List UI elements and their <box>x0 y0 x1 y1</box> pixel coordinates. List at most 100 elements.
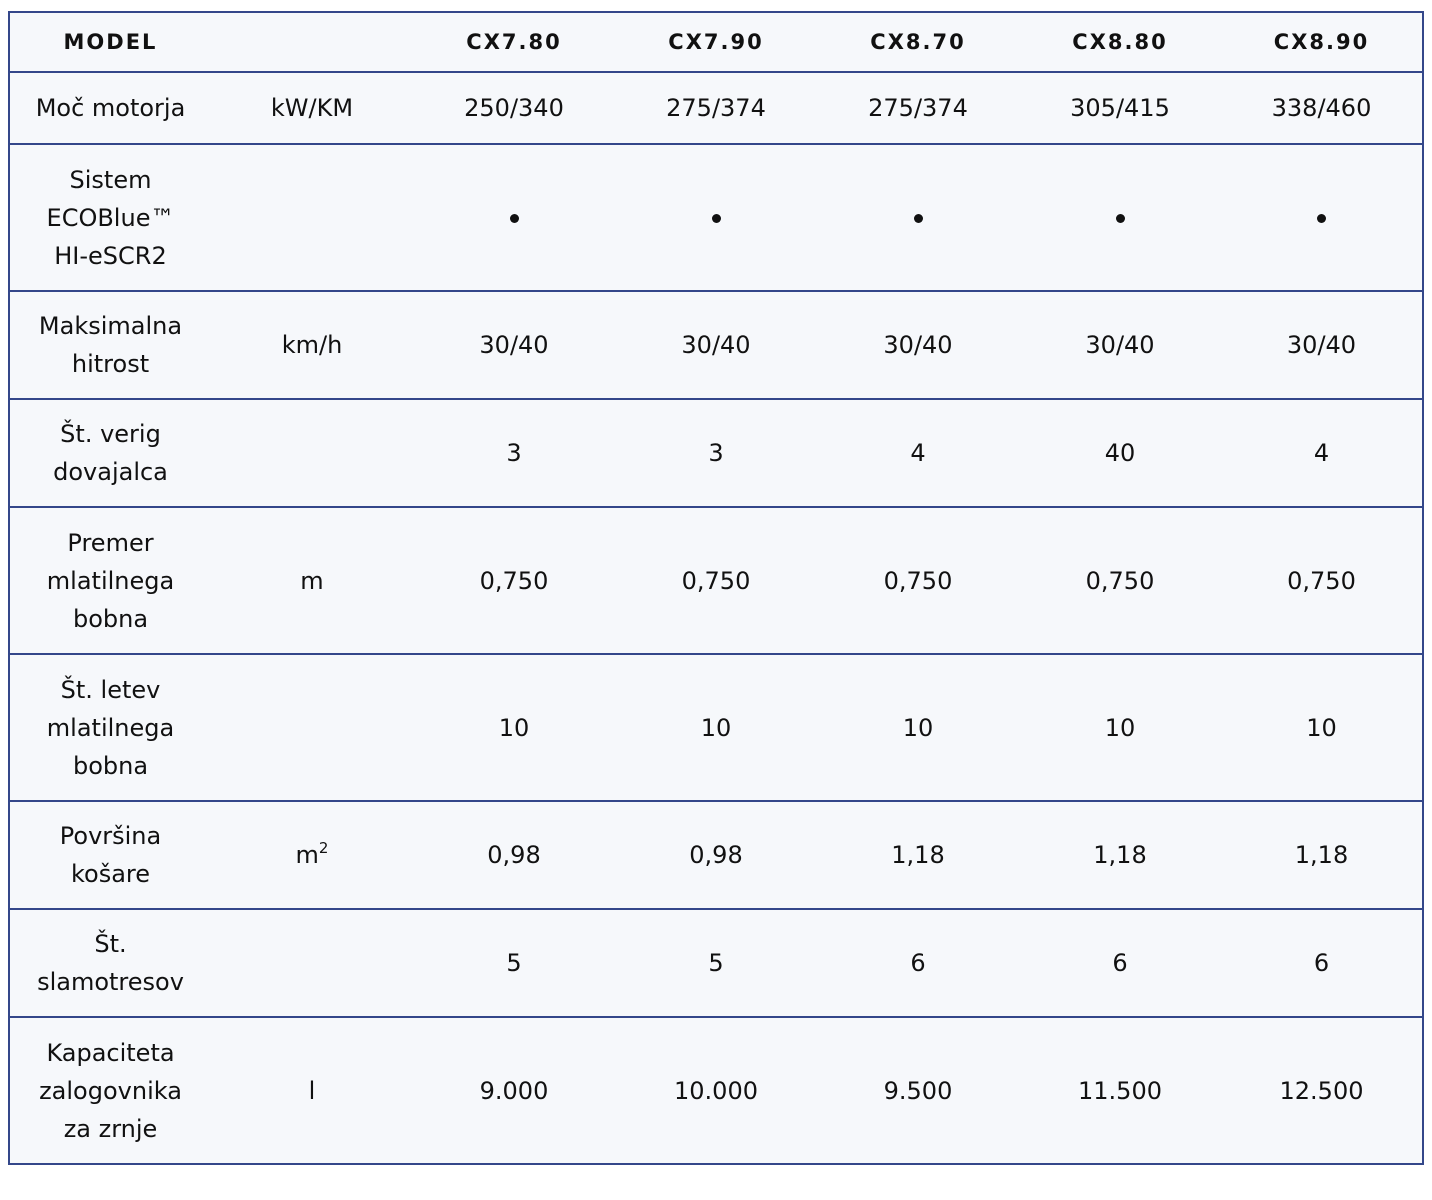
table-cell: 338/460 <box>1221 71 1424 145</box>
table-cell <box>615 143 817 292</box>
table-row: Št. verig dovajalca 3 3 4 40 4 <box>8 398 1424 508</box>
row-unit: l <box>211 1016 413 1165</box>
table-cell: 6 <box>1019 908 1221 1018</box>
row-label: Št. letev mlatilnega bobna <box>8 653 211 802</box>
bullet-icon <box>1317 214 1326 223</box>
table-cell: 30/40 <box>817 290 1019 400</box>
table-cell: 250/340 <box>413 71 615 145</box>
header-row: MODEL CX7.80 CX7.90 CX8.70 CX8.80 CX8.90 <box>8 11 1424 73</box>
row-label-line: hitrost <box>71 350 150 378</box>
bullet-icon <box>711 214 721 223</box>
unit-superscript: 2 <box>318 839 329 857</box>
row-label: Št. verig dovajalca <box>8 398 211 508</box>
table-cell: 4 <box>817 398 1019 508</box>
row-unit <box>211 653 413 802</box>
table-cell: 0,98 <box>615 800 817 910</box>
table-cell <box>817 143 1019 292</box>
table-cell: 5 <box>413 908 615 1018</box>
table-cell: 0,750 <box>615 506 817 655</box>
row-label-line: Št. letev <box>60 675 161 704</box>
row-label-line: Sistem <box>69 165 152 194</box>
row-unit: km/h <box>211 290 413 400</box>
row-unit: m2 <box>211 800 413 910</box>
row-label-line: Premer <box>67 528 154 557</box>
table-cell: 10 <box>817 653 1019 802</box>
header-model-label: MODEL <box>8 11 211 73</box>
row-label-line: bobna <box>72 751 149 780</box>
table-cell: 0,750 <box>1019 506 1221 655</box>
table-cell: 40 <box>1019 398 1221 508</box>
table-cell: 3 <box>413 398 615 508</box>
table-cell: 4 <box>1221 398 1424 508</box>
row-label-line: HI-eSCR2 <box>54 241 167 270</box>
table-cell: 305/415 <box>1019 71 1221 145</box>
table-cell: 30/40 <box>615 290 817 400</box>
header-model-cx7-90: CX7.90 <box>615 11 817 73</box>
table-cell: 10.000 <box>615 1016 817 1165</box>
row-label: Maksimalna hitrost <box>8 290 211 400</box>
row-label-line: mlatilnega <box>46 566 175 595</box>
header-unit-label <box>211 11 413 73</box>
row-label-line: dovajalca <box>53 458 168 486</box>
table-row: Št. slamotresov 5 5 6 6 6 <box>8 908 1424 1018</box>
table-row: Premer mlatilnega bobna m 0,750 0,750 0,… <box>8 506 1424 655</box>
table-cell: 10 <box>615 653 817 802</box>
row-label: Moč motorja <box>8 71 211 145</box>
table-cell: 6 <box>817 908 1019 1018</box>
row-label-line: košare <box>70 860 151 888</box>
row-label: Površina košare <box>8 800 211 910</box>
row-label: Sistem ECOBlue™ HI-eSCR2 <box>8 143 211 292</box>
table-cell: 275/374 <box>817 71 1019 145</box>
table-row: Št. letev mlatilnega bobna 10 10 10 10 1… <box>8 653 1424 802</box>
table-cell: 30/40 <box>1019 290 1221 400</box>
row-unit <box>211 143 413 292</box>
table-cell: 0,750 <box>817 506 1019 655</box>
table-cell: 1,18 <box>1019 800 1221 910</box>
spec-table: MODEL CX7.80 CX7.90 CX8.70 CX8.80 CX8.90… <box>8 11 1424 1165</box>
table-cell: 275/374 <box>615 71 817 145</box>
header-model-cx8-80: CX8.80 <box>1019 11 1221 73</box>
table-cell: 11.500 <box>1019 1016 1221 1165</box>
table-cell: 10 <box>1221 653 1424 802</box>
table-cell: 5 <box>615 908 817 1018</box>
row-label-line: Površina <box>59 822 162 850</box>
table-cell: 3 <box>615 398 817 508</box>
row-label-line: slamotresov <box>37 968 184 996</box>
table-cell: 9.000 <box>413 1016 615 1165</box>
header-model-cx7-80: CX7.80 <box>413 11 615 73</box>
table-row: Površina košare m2 0,98 0,98 1,18 1,18 1… <box>8 800 1424 910</box>
row-unit <box>211 398 413 508</box>
table-cell: 9.500 <box>817 1016 1019 1165</box>
row-label-line: za zrnje <box>63 1114 158 1143</box>
table-cell <box>413 143 615 292</box>
row-label: Premer mlatilnega bobna <box>8 506 211 655</box>
row-label: Št. slamotresov <box>8 908 211 1018</box>
table-row: Maksimalna hitrost km/h 30/40 30/40 30/4… <box>8 290 1424 400</box>
table-cell: 12.500 <box>1221 1016 1424 1165</box>
table-row: Sistem ECOBlue™ HI-eSCR2 <box>8 143 1424 292</box>
table-row: Moč motorja kW/KM 250/340 275/374 275/37… <box>8 71 1424 145</box>
header-model-cx8-70: CX8.70 <box>817 11 1019 73</box>
row-unit <box>211 908 413 1018</box>
table-cell: 0,750 <box>413 506 615 655</box>
row-label-line: Št. <box>94 930 127 958</box>
table-cell: 30/40 <box>413 290 615 400</box>
row-unit: m <box>211 506 413 655</box>
row-label-line: ECOBlue™ <box>46 203 175 232</box>
unit-text: m <box>295 841 319 869</box>
table-cell <box>1221 143 1424 292</box>
table-cell: 10 <box>413 653 615 802</box>
row-label: Kapaciteta zalogovnika za zrnje <box>8 1016 211 1165</box>
table-cell: 10 <box>1019 653 1221 802</box>
row-label-line: Maksimalna <box>38 312 183 340</box>
bullet-icon <box>1115 214 1125 223</box>
table-cell: 6 <box>1221 908 1424 1018</box>
row-label-line: Kapaciteta <box>46 1038 175 1067</box>
row-label-line: bobna <box>72 604 149 633</box>
row-label-line: Št. verig <box>60 420 161 448</box>
table-cell <box>1019 143 1221 292</box>
header-model-cx8-90: CX8.90 <box>1221 11 1424 73</box>
bullet-icon <box>509 214 519 223</box>
bullet-icon <box>913 214 923 223</box>
table-row: Kapaciteta zalogovnika za zrnje l 9.000 … <box>8 1016 1424 1165</box>
